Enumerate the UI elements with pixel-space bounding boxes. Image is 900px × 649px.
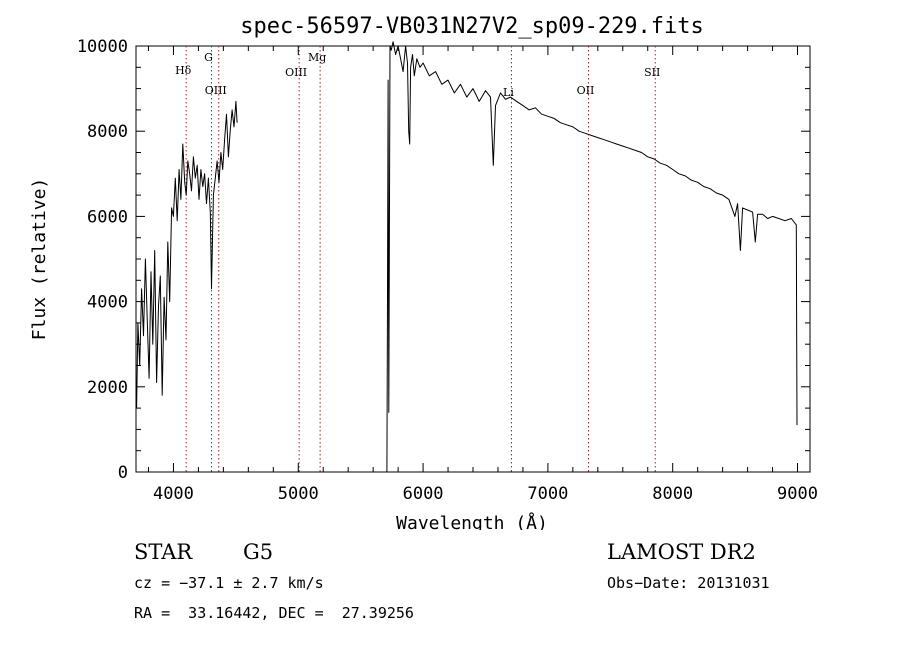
y-axis-label: Flux (relative): [29, 178, 50, 341]
spectrum-chart: spec-56597-VB031N27V2_sp09-229.fits Hδ G O…: [29, 14, 818, 530]
spectrum-series: [136, 41, 798, 473]
line-marker-label: G: [204, 51, 213, 64]
chart-title: spec-56597-VB031N27V2_sp09-229.fits: [240, 14, 704, 39]
y-tick-label: 2000: [87, 378, 128, 398]
line-marker-label: OIII: [205, 84, 227, 97]
line-marker-label: OIII: [285, 66, 307, 79]
y-tick-label: 0: [118, 463, 128, 483]
line-marker-label: OII: [577, 84, 595, 97]
y-tick-label: 10000: [77, 37, 128, 57]
x-tick-label: 7000: [527, 484, 568, 504]
line-marker-label: SII: [644, 66, 660, 79]
x-tick-label: 5000: [278, 484, 319, 504]
line-marker-label: Li: [503, 86, 514, 99]
object-type: STAR: [134, 540, 193, 564]
x-axis-label: Wavelength (Å): [396, 512, 548, 530]
spectrum-line: [386, 41, 798, 473]
y-tick-label: 4000: [87, 293, 128, 313]
y-tick-label: 8000: [87, 122, 128, 142]
spectral-subclass: G5: [243, 540, 274, 564]
line-marker-label: Hδ: [175, 64, 192, 77]
survey-name: LAMOST DR2: [607, 540, 756, 564]
observation-date: Obs−Date: 20131031: [607, 574, 770, 592]
redshift-cz: cz = −37.1 ± 2.7 km/s: [134, 574, 324, 592]
x-tick-label: 4000: [153, 484, 194, 504]
plot-frame: [135, 45, 811, 473]
spectrum-line: [136, 100, 238, 409]
line-marker-label: Mg: [308, 51, 326, 64]
axis-ticks: 4000 5000 6000 7000 8000 9000 0 2000 4000 6000 800…: [77, 37, 818, 504]
x-tick-label: 6000: [403, 484, 444, 504]
x-tick-label: 8000: [652, 484, 693, 504]
y-tick-label: 6000: [87, 207, 128, 227]
coordinates: RA = 33.16442, DEC = 27.39256: [134, 604, 414, 622]
x-tick-label: 9000: [777, 484, 818, 504]
